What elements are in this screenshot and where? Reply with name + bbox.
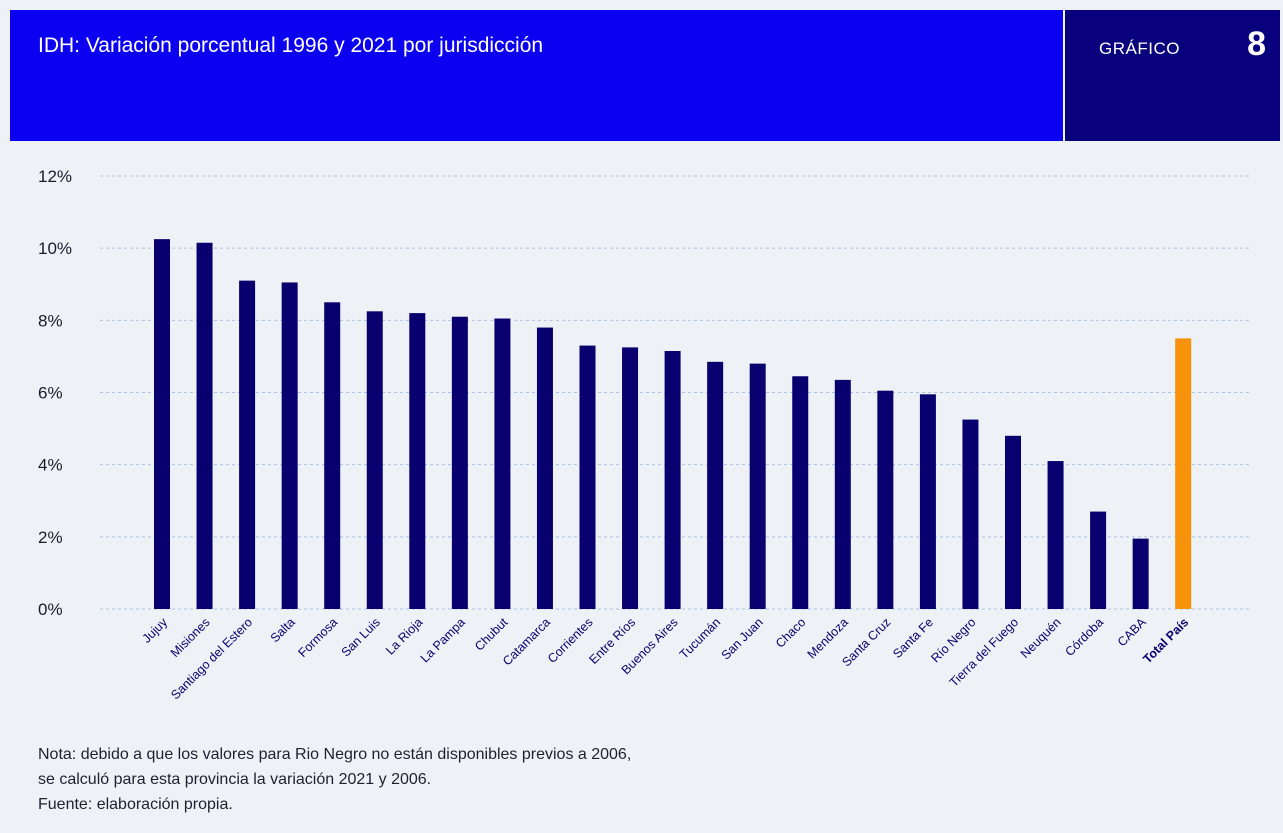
- bar: [622, 347, 639, 609]
- x-tick-label: Chaco: [773, 615, 808, 650]
- x-tick-label: CABA: [1115, 615, 1149, 649]
- bar: [409, 313, 426, 609]
- bar: [834, 379, 851, 609]
- bar: [324, 302, 341, 609]
- bar: [366, 311, 383, 609]
- bar: [1132, 538, 1149, 609]
- bar: [962, 419, 979, 609]
- x-tick-label: Córdoba: [1062, 615, 1106, 659]
- x-tick-label: Total País: [1140, 615, 1191, 666]
- chart-badge: GRÁFICO 8: [1065, 10, 1280, 141]
- bar: [707, 361, 724, 609]
- bar: [664, 351, 681, 609]
- bar: [196, 242, 213, 610]
- bar: [536, 327, 553, 609]
- x-tick-label: San Luis: [339, 615, 383, 659]
- x-tick-label: Tucumán: [677, 615, 723, 661]
- y-tick-label: 4%: [38, 456, 63, 475]
- y-tick-label: 10%: [38, 239, 72, 258]
- bar: [1005, 435, 1021, 609]
- bar: [1090, 511, 1107, 609]
- x-tick-label: La Rioja: [383, 615, 425, 657]
- badge-label: GRÁFICO: [1099, 39, 1180, 58]
- bar: [579, 345, 596, 609]
- note-line-2: se calculó para esta provincia la variac…: [38, 771, 432, 788]
- x-tick-label: La Pampa: [418, 615, 468, 665]
- bar: [749, 363, 766, 609]
- chart-notes: Nota: debido a que los valores para Rio …: [38, 742, 631, 817]
- bar: [451, 316, 468, 609]
- x-tick-label: Chubut: [472, 615, 511, 654]
- note-line-1: Nota: debido a que los valores para Rio …: [38, 746, 632, 763]
- bar: [1175, 338, 1192, 609]
- x-tick-label: Jujuy: [140, 615, 171, 646]
- y-tick-label: 8%: [38, 311, 63, 330]
- x-tick-label: Formosa: [296, 615, 341, 660]
- bar: [877, 390, 894, 609]
- bar: [281, 282, 298, 609]
- bar: [154, 239, 170, 609]
- x-tick-label: San Juan: [719, 615, 766, 662]
- bar: [792, 376, 809, 609]
- y-tick-label: 2%: [38, 528, 63, 547]
- header-divider: [1063, 10, 1065, 141]
- y-tick-label: 12%: [38, 167, 72, 186]
- badge-number: 8: [1247, 25, 1266, 63]
- chart-title: IDH: Variación porcentual 1996 y 2021 po…: [38, 34, 544, 57]
- x-tick-label: Santiago del Estero: [168, 615, 255, 702]
- bar: [494, 318, 511, 609]
- bar: [919, 394, 936, 609]
- x-tick-label: Neuquén: [1018, 615, 1064, 661]
- bar: [239, 280, 256, 609]
- y-tick-label: 0%: [38, 600, 63, 619]
- y-tick-label: 6%: [38, 384, 63, 403]
- title-banner: IDH: Variación porcentual 1996 y 2021 po…: [10, 10, 1063, 141]
- chart-header: IDH: Variación porcentual 1996 y 2021 po…: [10, 10, 1280, 141]
- bar: [1047, 461, 1064, 609]
- x-tick-label: Salta: [268, 615, 298, 645]
- source-line: Fuente: elaboración propia.: [38, 796, 233, 813]
